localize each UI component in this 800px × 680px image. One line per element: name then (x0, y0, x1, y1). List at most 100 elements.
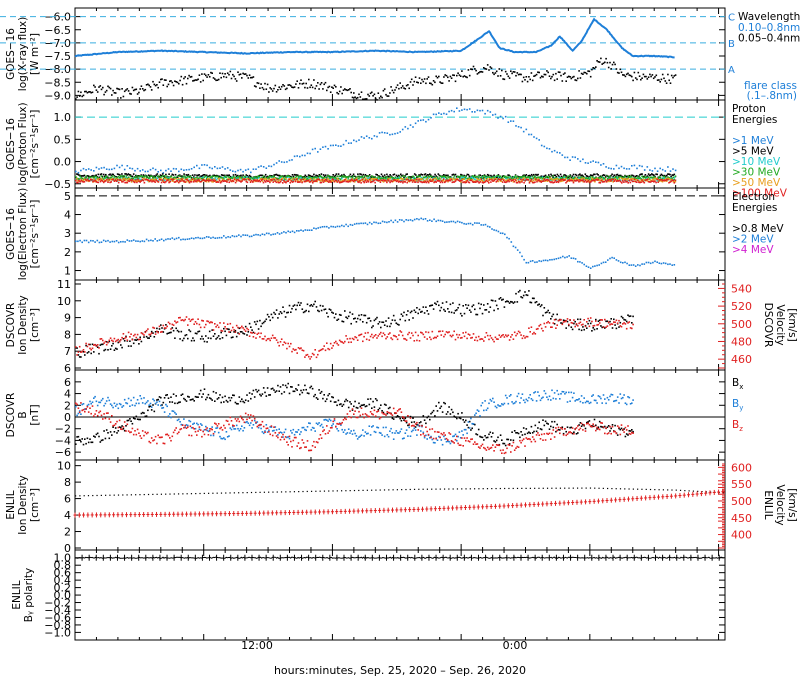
series-point->100 MeV (123, 179, 125, 182)
series-point-density (181, 339, 184, 342)
series-point->2 MeV (499, 232, 502, 234)
series-point->2 MeV (111, 240, 114, 243)
series-point->2 MeV (450, 220, 452, 223)
series-point->1 MeV (90, 169, 92, 171)
series-point-velocity (431, 330, 434, 333)
series-point->10 MeV (450, 176, 452, 179)
series-point->5 MeV (536, 174, 538, 176)
series-point->1 MeV (476, 109, 479, 112)
series-point->100 MeV (110, 181, 112, 183)
series-point->1 MeV (623, 167, 625, 170)
series-point->5 MeV (76, 173, 78, 175)
series-point->1 MeV (522, 130, 525, 133)
series-point-0.05–0.4nm (85, 90, 87, 93)
series-point->10 MeV (395, 177, 398, 180)
series-point->1 MeV (299, 155, 301, 158)
series-point->10 MeV (549, 179, 551, 181)
series-point-velocity (158, 325, 161, 328)
series-point->5 MeV (611, 173, 613, 176)
series-point->5 MeV (105, 173, 107, 176)
series-point->5 MeV (119, 174, 121, 176)
series-point->10 MeV (105, 177, 107, 179)
series-point->100 MeV (345, 180, 347, 183)
series-point->50 MeV (80, 178, 82, 181)
series-point->5 MeV (155, 174, 157, 176)
series-point->100 MeV (191, 178, 194, 181)
series-point-0.05–0.4nm (318, 88, 320, 90)
series-point->5 MeV (334, 174, 337, 177)
series-point->10 MeV (523, 179, 525, 181)
series-point->30 MeV (330, 176, 332, 178)
series-point->30 MeV (146, 175, 149, 178)
series-point-velocity (145, 329, 148, 332)
series-point-0.05–0.4nm (167, 83, 170, 86)
series-point->1 MeV (427, 118, 430, 121)
series-point-density (308, 310, 310, 313)
series-point-0.05–0.4nm (273, 87, 275, 90)
series-point->100 MeV (438, 180, 441, 182)
series-point->30 MeV (346, 176, 348, 178)
series-point-density (345, 316, 347, 318)
series-point->10 MeV (237, 177, 239, 180)
series-point->100 MeV (490, 181, 492, 183)
series-point-velocity (372, 336, 374, 339)
series-point-density (351, 313, 354, 315)
series-point-density (320, 309, 323, 312)
series-point->50 MeV (315, 179, 317, 181)
series-point->5 MeV (661, 174, 664, 177)
series-point->5 MeV (218, 175, 221, 178)
series-point->100 MeV (124, 181, 126, 184)
series-point->30 MeV (446, 177, 448, 180)
series-point->10 MeV (286, 176, 288, 179)
series-point->50 MeV (374, 178, 376, 180)
series-point->30 MeV (394, 176, 397, 179)
series-point->30 MeV (231, 177, 234, 180)
series-point->2 MeV (521, 255, 523, 258)
series-point-velocity (575, 323, 578, 325)
series-point->100 MeV (410, 179, 413, 182)
series-point->5 MeV (459, 177, 461, 179)
series-point->50 MeV (282, 177, 284, 180)
series-point->5 MeV (452, 173, 455, 176)
series-point-0.05–0.4nm (143, 89, 145, 92)
series-point->1 MeV (327, 148, 329, 150)
series-point->30 MeV (107, 177, 109, 180)
series-point->50 MeV (263, 178, 266, 181)
series-point->100 MeV (144, 178, 147, 181)
series-point-velocity (360, 333, 363, 336)
series-point->30 MeV (638, 177, 640, 180)
series-point-0.05–0.4nm (223, 75, 225, 78)
series-point->100 MeV (533, 181, 535, 184)
series-point->50 MeV (552, 179, 554, 181)
series-point->100 MeV (188, 181, 191, 184)
series-point->2 MeV (570, 257, 573, 259)
series-point->1 MeV (474, 111, 476, 113)
series-point->10 MeV (169, 179, 171, 181)
series-point->100 MeV (259, 180, 262, 183)
series-point-density (580, 329, 583, 332)
series-point->50 MeV (539, 179, 541, 182)
series-point-velocity (317, 353, 319, 356)
series-point->5 MeV (112, 173, 115, 176)
series-point->10 MeV (433, 176, 435, 179)
series-point->1 MeV (329, 144, 332, 147)
series-point-density (328, 308, 331, 310)
series-point-density (237, 332, 239, 334)
series-point->50 MeV (482, 180, 485, 183)
series-point->10 MeV (518, 178, 520, 181)
series-point->50 MeV (178, 177, 180, 180)
series-point-0.05–0.4nm (360, 91, 363, 93)
series-point-0.05–0.4nm (381, 96, 383, 99)
series-point->30 MeV (225, 176, 227, 179)
legend-title: Energies (732, 114, 777, 126)
series-point->5 MeV (634, 175, 637, 178)
series-point-density (534, 301, 537, 304)
series-point->5 MeV (383, 174, 386, 176)
series-point->10 MeV (306, 176, 309, 179)
series-point-0.05–0.4nm (601, 63, 603, 65)
series-point-density (625, 320, 628, 323)
series-point-velocity (463, 335, 466, 338)
series-point->50 MeV (667, 177, 669, 180)
series-point->50 MeV (432, 180, 434, 182)
series-point->1 MeV (422, 119, 425, 121)
